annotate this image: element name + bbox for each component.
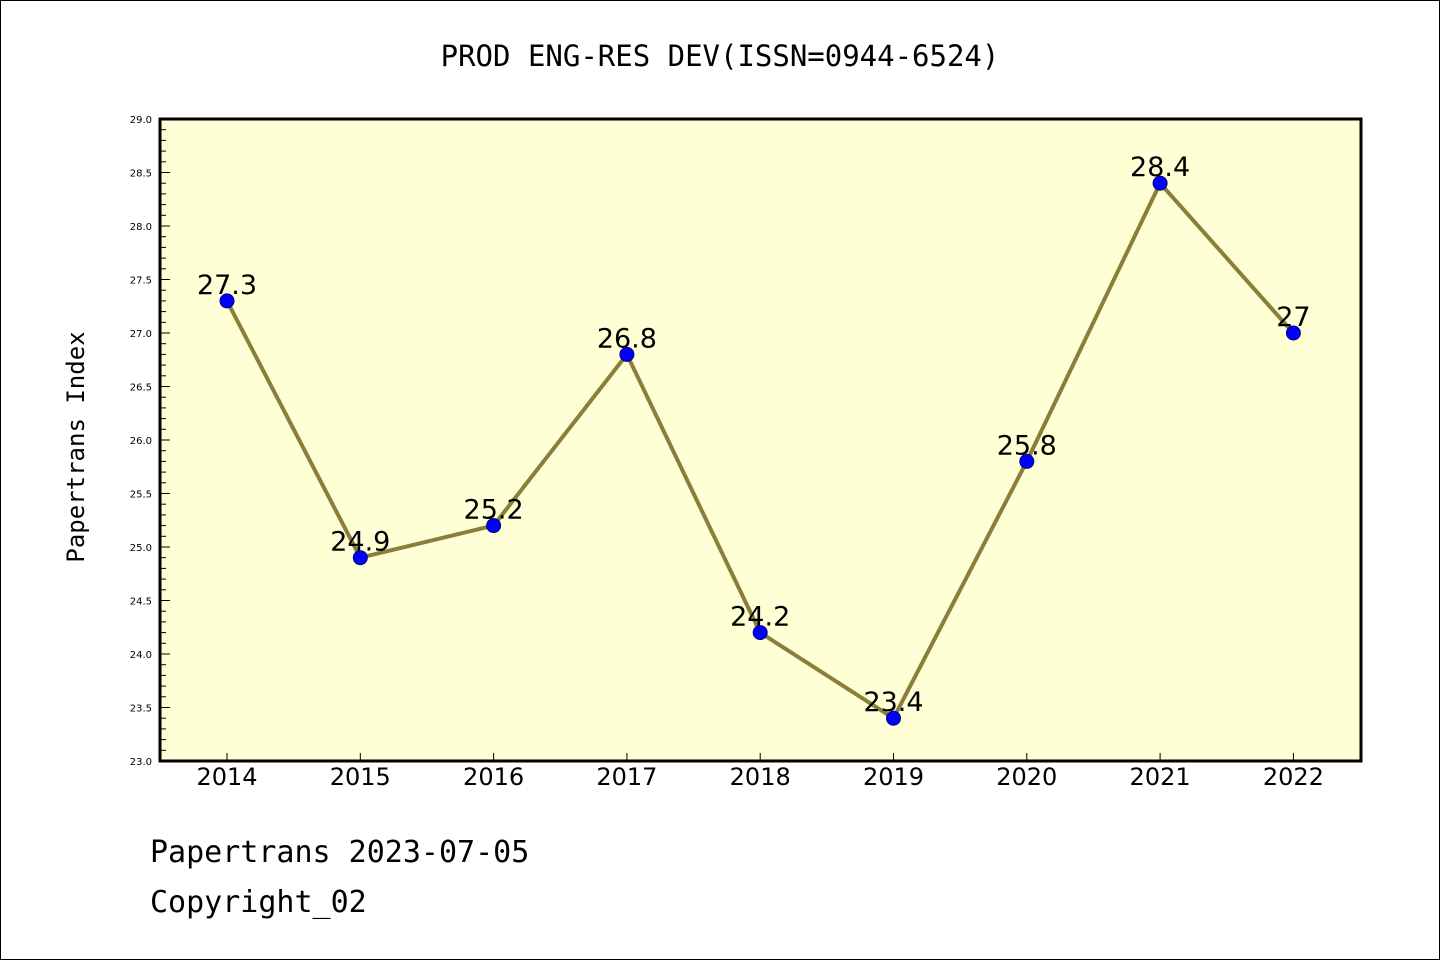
data-label: 25.8 xyxy=(997,430,1057,461)
data-point xyxy=(752,625,768,641)
y-tick-label: 23.0 xyxy=(130,757,152,768)
y-tick-label: 24.5 xyxy=(130,597,152,608)
y-axis: 23.0 23.5 24.0 24.5 25.0 25.5 26.0 26.5 27.0 27.5… xyxy=(130,115,170,768)
y-tick-label: 27.0 xyxy=(130,329,152,340)
series-line-group: 27.3 24.9 25.2 26.8 24.2 23.4 25.8 28.4 27 xyxy=(197,152,1311,726)
data-point xyxy=(219,293,235,309)
chart-title: PROD ENG-RES DEV(ISSN=0944-6524) xyxy=(441,39,1000,73)
x-tick-label: 2017 xyxy=(596,763,657,791)
data-label: 23.4 xyxy=(863,687,923,718)
y-axis-label: Papertrans Index xyxy=(62,331,90,562)
data-point xyxy=(352,550,368,566)
x-tick-label: 2018 xyxy=(730,763,791,791)
footer-date: Papertrans 2023-07-05 xyxy=(150,835,530,870)
plot-area xyxy=(158,117,1363,763)
y-tick-label: 25.0 xyxy=(130,543,152,554)
y-tick-label: 25.5 xyxy=(130,490,152,501)
data-point xyxy=(1285,325,1301,341)
y-tick-label: 27.5 xyxy=(130,276,152,287)
y-tick-label: 24.0 xyxy=(130,650,152,661)
y-tick-label: 28.0 xyxy=(130,222,152,233)
data-label: 26.8 xyxy=(597,323,657,354)
y-tick-label: 26.0 xyxy=(130,436,152,447)
data-label: 28.4 xyxy=(1130,152,1190,183)
x-tick-label: 2022 xyxy=(1263,763,1324,791)
y-tick-label: 29.0 xyxy=(130,115,152,126)
data-label: 27.3 xyxy=(197,270,257,301)
y-tick-label: 23.5 xyxy=(130,704,152,715)
x-tick-label: 2015 xyxy=(330,763,391,791)
y-tick-label: 26.5 xyxy=(130,383,152,394)
x-axis: 2014 2015 2016 2017 2018 2019 2020 2021 2022 xyxy=(196,753,1324,791)
data-point xyxy=(886,710,901,726)
data-point xyxy=(1152,175,1168,191)
data-label: 24.9 xyxy=(330,527,390,558)
y-tick-label: 28.5 xyxy=(130,169,152,180)
x-tick-label: 2016 xyxy=(463,763,524,791)
data-label: 25.2 xyxy=(464,495,524,526)
data-point xyxy=(486,518,502,534)
footer-copyright: Copyright_02 xyxy=(150,885,367,920)
data-label: 27 xyxy=(1276,302,1310,333)
x-tick-label: 2019 xyxy=(863,763,924,791)
data-point xyxy=(1019,453,1035,469)
x-tick-label: 2020 xyxy=(996,763,1057,791)
data-label: 24.2 xyxy=(730,602,790,633)
x-tick-label: 2014 xyxy=(196,763,257,791)
x-tick-label: 2021 xyxy=(1130,763,1191,791)
data-point xyxy=(619,346,635,362)
